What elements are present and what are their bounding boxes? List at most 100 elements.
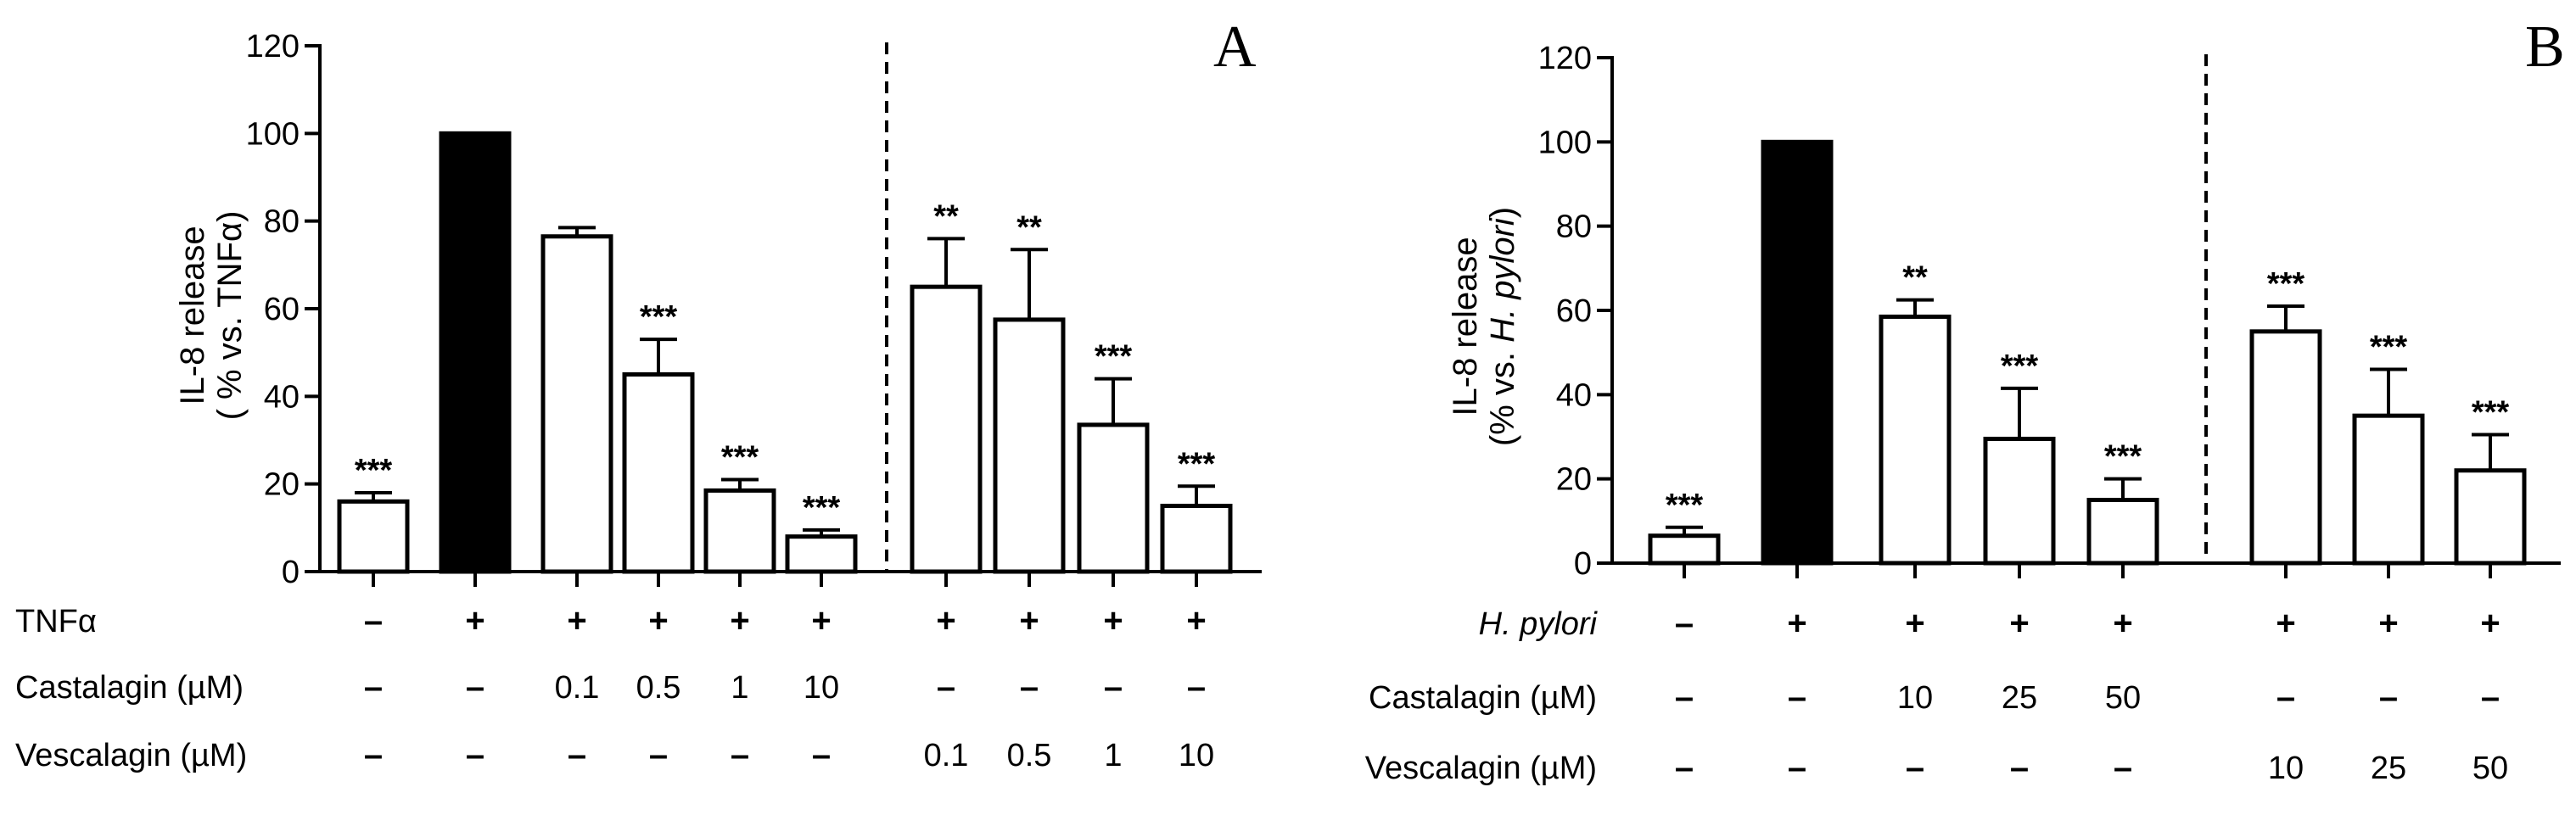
significance-label: *** (2104, 439, 2142, 475)
condition-value: – (731, 736, 749, 773)
condition-value: + (936, 602, 955, 639)
y-tick-label: 40 (264, 379, 300, 415)
condition-value: + (465, 602, 484, 639)
condition-value: 10 (804, 670, 839, 706)
condition-row-label: Vescalagin (µM) (1365, 751, 1597, 786)
y-axis-title-a: IL-8 release ( % vs. TNFα) (174, 211, 249, 421)
condition-value: 0.1 (555, 670, 600, 706)
condition-value: – (1675, 678, 1694, 716)
condition-value: + (648, 602, 668, 639)
condition-value: 0.1 (924, 738, 969, 773)
condition-value: + (1019, 602, 1039, 639)
condition-value: – (1020, 668, 1039, 706)
condition-value: – (937, 668, 955, 706)
significance-label: *** (1666, 488, 1704, 523)
bar (1648, 533, 1721, 566)
bar (910, 284, 983, 574)
condition-value: + (1787, 605, 1806, 642)
condition-value: + (811, 602, 831, 639)
condition-value: – (1906, 749, 1924, 786)
condition-value: – (2481, 678, 2500, 716)
significance-label: ** (1902, 260, 1928, 296)
condition-value: – (364, 602, 383, 639)
y-tick-label: 60 (1556, 293, 1592, 329)
bar (2352, 413, 2425, 566)
condition-value: – (2114, 749, 2132, 786)
condition-value: 25 (2371, 751, 2406, 786)
significance-label: *** (2370, 330, 2408, 366)
condition-value: + (2113, 605, 2132, 642)
y-tick-label: 80 (264, 204, 300, 240)
panel-label-a: A (1213, 14, 1257, 80)
bar (622, 372, 695, 574)
panel-label-b: B (2525, 14, 2565, 80)
significance-label: *** (803, 490, 841, 526)
condition-value: + (1103, 602, 1123, 639)
y-tick-label: 120 (1538, 41, 1592, 76)
condition-value: – (466, 736, 484, 773)
condition-value: 10 (1897, 680, 1933, 716)
significance-label: *** (2267, 266, 2305, 302)
y-tick-label: 100 (1538, 125, 1592, 160)
bar (2086, 498, 2159, 566)
condition-value: + (567, 602, 586, 639)
condition-value: – (1187, 668, 1206, 706)
condition-value: + (2480, 605, 2500, 642)
condition-value: + (2009, 605, 2029, 642)
condition-value: – (364, 668, 383, 706)
y-tick-label: 80 (1556, 209, 1592, 245)
bar (1160, 504, 1233, 574)
bar (1077, 422, 1150, 574)
bar (2249, 329, 2322, 566)
bar (993, 317, 1066, 574)
condition-value: – (2010, 749, 2029, 786)
condition-value: – (364, 736, 383, 773)
condition-value: 10 (1179, 738, 1214, 773)
bar (785, 534, 858, 574)
y-tick-label: 20 (264, 467, 300, 503)
condition-value: 25 (2002, 680, 2037, 716)
y-tick-label: 60 (264, 292, 300, 327)
significance-label: *** (2472, 395, 2510, 431)
condition-value: – (2379, 678, 2398, 716)
condition-value: – (1675, 605, 1694, 642)
bar (703, 488, 776, 574)
y-tick-label: 20 (1556, 462, 1592, 498)
panel-a: A IL-8 release ( % vs. TNFα) 02040608010… (15, 14, 1262, 773)
significance-label: *** (1178, 446, 1216, 482)
significance-label: *** (355, 453, 393, 488)
condition-value: 1 (1104, 738, 1122, 773)
condition-value: + (1186, 602, 1206, 639)
significance-label: *** (2001, 349, 2039, 384)
y-tick-label: 0 (1574, 546, 1592, 582)
condition-value: 0.5 (1007, 738, 1052, 773)
condition-value: + (2276, 605, 2295, 642)
condition-row-label: Vescalagin (µM) (15, 738, 247, 773)
significance-label: *** (1095, 339, 1133, 375)
panel-b: B IL-8 release (% vs. H. pylori) 0 20 40 60… (1365, 14, 2565, 786)
y-axis-title-line1: IL-8 release (174, 226, 211, 405)
condition-row-label: Castalagin (µM) (15, 670, 244, 706)
y-axis-title-line1: IL-8 release (1447, 237, 1484, 416)
bar (1761, 139, 1834, 566)
condition-value: – (1675, 749, 1694, 786)
condition-row-label: Castalagin (µM) (1369, 680, 1597, 716)
condition-row-label: H. pylori (1479, 606, 1599, 642)
y-tick-label: 0 (282, 555, 300, 590)
condition-value: 50 (2472, 751, 2508, 786)
condition-value: – (1104, 668, 1123, 706)
condition-value: – (2276, 678, 2295, 716)
condition-value: – (812, 736, 831, 773)
condition-value: – (649, 736, 668, 773)
condition-value: 50 (2105, 680, 2141, 716)
condition-value: 10 (2268, 751, 2304, 786)
bar (337, 499, 410, 574)
significance-label: *** (640, 299, 678, 335)
y-axis-title-line2: (% vs. H. pylori) (1484, 207, 1521, 446)
bar (2454, 468, 2527, 566)
y-tick-label: 100 (246, 116, 300, 152)
bar (439, 131, 512, 574)
y-axis-title-line2: ( % vs. TNFα) (211, 211, 249, 421)
condition-value: + (1905, 605, 1924, 642)
